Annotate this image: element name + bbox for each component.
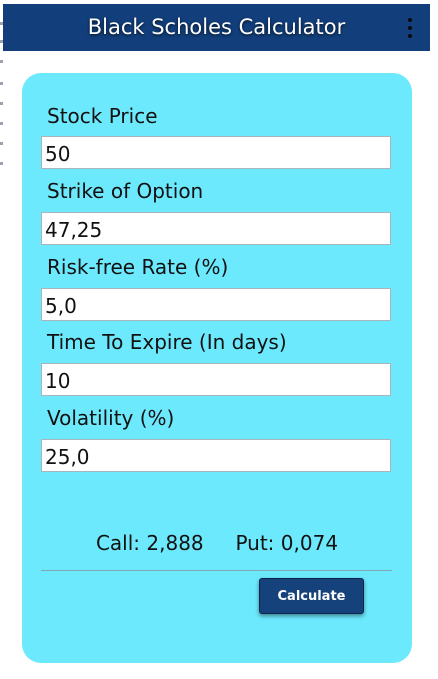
app-title: Black Scholes Calculator: [87, 15, 346, 39]
gutter-mark: [0, 60, 3, 63]
put-value: 0,074: [280, 531, 339, 555]
gutter-mark: [0, 40, 3, 43]
gutter-mark: [0, 142, 3, 145]
gutter-mark: [0, 162, 3, 165]
stock-price-input[interactable]: [41, 136, 391, 169]
put-label: Put:: [235, 531, 275, 555]
time-to-expire-input[interactable]: [41, 363, 391, 396]
left-gutter-fragment: [0, 0, 4, 679]
gutter-mark: [0, 22, 3, 25]
gutter-mark: [0, 122, 3, 125]
stock-price-label: Stock Price: [47, 104, 158, 128]
risk-free-rate-input[interactable]: [41, 288, 391, 321]
divider: [41, 570, 392, 571]
time-to-expire-label: Time To Expire (In days): [47, 330, 287, 354]
call-label: Call:: [95, 531, 141, 555]
results-row: Call: 2,888 Put: 0,074: [22, 528, 412, 558]
call-value: 2,888: [146, 531, 204, 555]
strike-label: Strike of Option: [47, 179, 204, 203]
risk-free-rate-label: Risk-free Rate (%): [47, 255, 229, 279]
more-vertical-icon[interactable]: [404, 17, 416, 39]
strike-input[interactable]: [41, 212, 391, 245]
gutter-mark: [0, 82, 3, 85]
app-bar: Black Scholes Calculator: [3, 4, 430, 51]
calculator-card: Stock Price Strike of Option Risk-free R…: [22, 73, 412, 663]
volatility-label: Volatility (%): [47, 406, 175, 430]
gutter-mark: [0, 102, 3, 105]
volatility-input[interactable]: [41, 439, 391, 472]
calculate-button[interactable]: Calculate: [259, 578, 364, 614]
